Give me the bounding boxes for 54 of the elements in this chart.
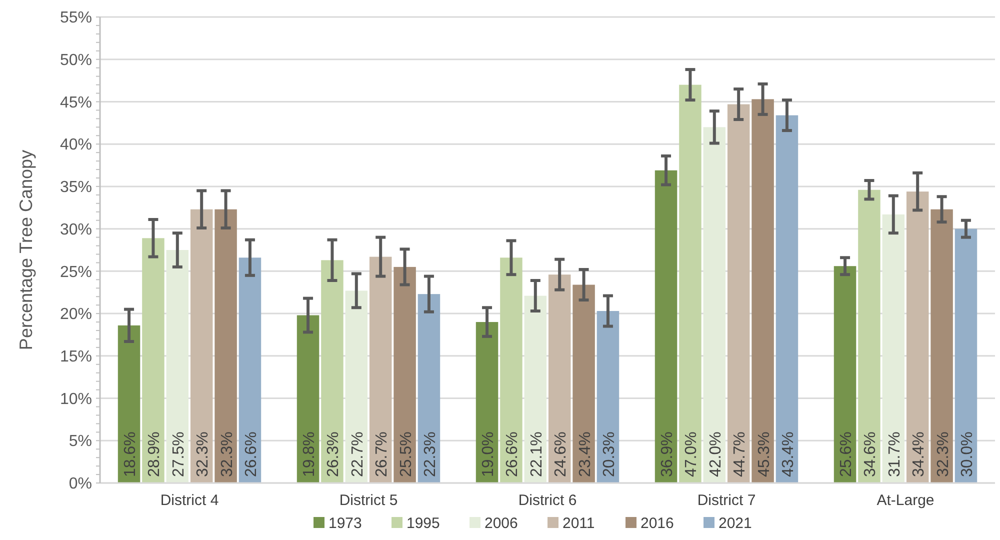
y-tick-label: 30% [60, 221, 92, 238]
y-tick-label: 25% [60, 264, 92, 281]
legend-label: 2011 [562, 515, 595, 532]
legend-label: 2021 [718, 515, 752, 532]
legend-label: 1973 [328, 515, 362, 532]
legend-label: 2006 [484, 515, 518, 532]
y-tick-label: 0% [68, 476, 92, 493]
data-label: 27.5% [170, 432, 188, 477]
y-tick-label: 35% [60, 179, 92, 196]
data-label: 42.0% [707, 432, 724, 477]
y-axis-title: Percentage Tree Canopy [16, 150, 36, 350]
data-label: 32.3% [194, 432, 212, 477]
x-tick-label: District 4 [160, 492, 219, 509]
y-tick-label: 15% [60, 348, 92, 366]
data-label: 30.0% [958, 432, 976, 477]
data-label: 20.3% [600, 432, 618, 477]
data-label: 47.0% [683, 432, 700, 477]
y-tick-label: 40% [60, 136, 92, 154]
data-label: 26.6% [504, 432, 522, 477]
y-tick-label: 10% [60, 390, 92, 408]
data-label: 32.3% [218, 432, 236, 477]
data-label: 36.9% [659, 432, 676, 477]
data-label: 43.4% [780, 432, 797, 477]
data-label: 28.9% [146, 432, 164, 477]
data-label: 31.7% [886, 432, 904, 477]
data-label: 34.6% [862, 432, 880, 477]
data-label: 25.6% [838, 432, 856, 477]
data-label: 26.7% [374, 432, 391, 477]
x-tick-label: District 6 [518, 492, 577, 509]
data-label: 34.4% [910, 432, 928, 477]
x-tick-label: At-Large [876, 492, 934, 509]
data-label: 44.7% [732, 432, 749, 477]
data-label: 32.3% [934, 432, 952, 477]
data-label: 25.5% [398, 432, 415, 477]
data-label: 45.3% [756, 432, 773, 477]
x-tick-label: District 5 [339, 492, 398, 509]
data-label: 19.0% [480, 432, 498, 477]
data-label: 19.8% [301, 432, 318, 477]
y-tick-label: 5% [68, 433, 92, 450]
y-tick-label: 55% [60, 10, 92, 27]
data-label: 24.6% [552, 432, 570, 477]
y-tick-label: 45% [60, 94, 92, 112]
data-label: 23.4% [576, 432, 594, 477]
data-label: 22.1% [528, 432, 546, 477]
data-label: 26.3% [325, 432, 342, 477]
data-label: 18.6% [122, 432, 140, 477]
legend-label: 2016 [640, 515, 674, 532]
data-label: 22.7% [349, 432, 366, 477]
y-tick-label: 20% [60, 306, 92, 324]
data-label: 26.6% [242, 432, 260, 477]
x-tick-label: District 7 [697, 492, 756, 509]
data-label: 22.3% [422, 432, 439, 477]
y-tick-label: 50% [60, 52, 92, 69]
legend-label: 1995 [406, 515, 440, 532]
